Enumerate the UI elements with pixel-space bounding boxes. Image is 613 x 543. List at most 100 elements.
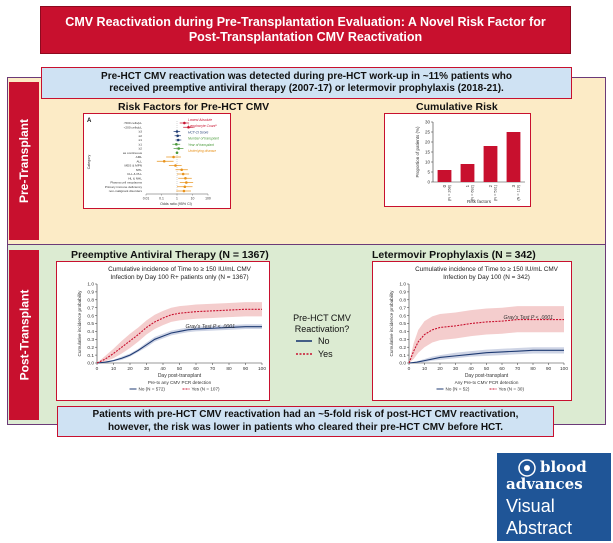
- bar-category-label: 2: [488, 184, 493, 187]
- cumulative-risk-heading: Cumulative Risk: [416, 101, 498, 113]
- curve-x-tick-label: 10: [111, 366, 117, 372]
- curve-y-tick-label: 0.7: [87, 305, 94, 311]
- curve-x-tick-label: 20: [127, 366, 133, 372]
- forest-row-label: HL & NHL: [128, 176, 142, 180]
- preemptive-incidence-chart: Cumulative incidence of Time to ≥ 150 IU…: [77, 266, 266, 392]
- bar-y-tick-label: 10: [425, 160, 431, 165]
- bar-2: [483, 146, 498, 182]
- legend-yes: Yes: [296, 349, 333, 359]
- bottom-message-line-1: Patients with pre-HCT CMV reactivation h…: [92, 409, 519, 420]
- curve-x-tick-label: 10: [422, 366, 428, 372]
- curve-footer-yes: Yes (N = 30): [499, 387, 525, 392]
- bottom-message-box: Patients with pre-HCT CMV reactivation h…: [57, 406, 554, 437]
- curve-line-yes: [96, 308, 262, 364]
- bar-category-label: 3: [511, 184, 516, 187]
- curve-y-tick-label: 0.2: [87, 345, 94, 351]
- forest-row-label: as continuous: [123, 151, 143, 155]
- forest-row-label: AML: [136, 155, 143, 159]
- curve-x-tick-label: 30: [144, 366, 150, 372]
- legend-title: Pre-HCT CMV Reactivation?: [287, 313, 357, 335]
- preemptive-curve-panel: Cumulative incidence of Time to ≥ 150 IU…: [56, 261, 270, 401]
- curve-y-label: Cumulative incidence probability: [77, 290, 82, 357]
- curve-line-no: [96, 326, 262, 364]
- logo-advances-text: advances: [506, 475, 583, 493]
- curve-x-label: Day post-transplant: [158, 373, 202, 379]
- bar-1: [460, 164, 475, 182]
- forest-row-label: ≥3: [139, 130, 143, 134]
- logo-blood-text: blood: [540, 458, 587, 476]
- curve-line-no: [408, 349, 564, 364]
- curve-y-tick-label: 0.0: [87, 361, 94, 367]
- forest-point: [181, 172, 185, 176]
- curve-footer-title: Pre-tx any CMV PCR detection: [148, 380, 212, 385]
- ci-band-no: [97, 324, 262, 363]
- legend-no-line: [296, 340, 312, 342]
- curve-x-tick-label: 90: [243, 366, 249, 372]
- forest-row-label: ≥2: [139, 134, 143, 138]
- curve-x-tick-label: 70: [210, 366, 216, 372]
- forest-point: [172, 155, 175, 159]
- forest-point: [177, 147, 181, 150]
- bar-count-label: (N = 531): [494, 184, 498, 201]
- preemptive-heading: Preemptive Antiviral Therapy (N = 1367): [71, 249, 269, 261]
- forest-point: [162, 159, 166, 163]
- pre-transplant-label: Pre-Transplant: [9, 82, 39, 240]
- curve-title: Cumulative incidence of Time to ≥ 150 IU…: [415, 266, 559, 273]
- forest-row-label: CLL & PLL: [127, 172, 142, 176]
- forest-x-tick-label: 100: [205, 197, 211, 201]
- legend-no-label: No: [318, 336, 330, 346]
- letermovir-heading: Letermovir Prophylaxis (N = 342): [372, 249, 536, 261]
- forest-legend-item: Year of transplant: [188, 143, 215, 147]
- curve-title: Cumulative incidence of Time to ≥ 150 IU…: [108, 266, 252, 273]
- curve-y-tick-label: 0.4: [399, 329, 406, 335]
- forest-x-tick-label: 0.1: [159, 197, 164, 201]
- bar-y-tick-label: 5: [427, 170, 430, 175]
- blood-drop-icon: [518, 459, 536, 477]
- curve-y-tick-label: 0.2: [399, 345, 406, 351]
- curve-y-tick-label: 0.3: [87, 337, 94, 343]
- curve-subtitle: Infection by Day 100 R+ patients only (N…: [110, 274, 248, 281]
- curve-y-tick-label: 0.9: [87, 290, 94, 296]
- curve-subtitle: Infection by Day 100 (N = 342): [443, 274, 530, 281]
- curve-y-tick-label: 0.7: [399, 305, 406, 311]
- legend-yes-line: [296, 353, 312, 355]
- forest-row-label: non-malignant disorders: [109, 189, 143, 193]
- curve-x-tick-label: 70: [515, 366, 521, 372]
- risk-factors-heading: Risk Factors for Pre-HCT CMV: [118, 101, 270, 113]
- curve-y-tick-label: 0.9: [399, 290, 406, 296]
- curve-y-tick-label: 0.8: [399, 298, 406, 304]
- forest-row-label: ALL: [136, 159, 142, 163]
- curve-y-tick-label: 0.4: [87, 329, 94, 335]
- forest-point: [175, 130, 179, 133]
- legend-title-line-1: Pre-HCT CMV: [293, 313, 351, 323]
- forest-x-tick-label: 0.01: [143, 197, 150, 201]
- forest-x-tick-label: 1: [176, 197, 178, 201]
- curve-y-tick-label: 1.0: [87, 282, 94, 288]
- bar-3: [506, 132, 521, 182]
- curve-y-tick-label: 0.6: [87, 313, 94, 319]
- curve-y-tick-label: 0.1: [87, 353, 94, 359]
- forest-row-label: ≥1: [139, 142, 143, 146]
- forest-row-label: Plasma cell neoplasms: [110, 181, 142, 185]
- curve-x-tick-label: 0: [408, 366, 411, 372]
- curve-footer-no: No (N = 52): [446, 387, 470, 392]
- curve-y-tick-label: 1.0: [399, 282, 406, 288]
- curve-y-tick-label: 0.5: [399, 321, 406, 327]
- letermovir-incidence-chart: Cumulative incidence of Time to ≥ 150 IU…: [389, 266, 568, 392]
- bar-count-label: (N = 119): [517, 184, 521, 200]
- bar-0: [437, 170, 452, 182]
- curve-x-tick-label: 40: [468, 366, 474, 372]
- post-transplant-text: Post-Transplant: [17, 289, 31, 381]
- forest-point: [180, 168, 183, 172]
- forest-point: [175, 151, 179, 155]
- forest-panel-letter: A: [87, 118, 92, 124]
- forest-point: [184, 176, 187, 180]
- forest-point: [174, 164, 177, 167]
- blood-advances-logo: [497, 453, 611, 541]
- bar-x-label: Risk factors: [467, 199, 492, 204]
- bar-y-tick-label: 30: [425, 120, 431, 125]
- curve-x-tick-label: 80: [226, 366, 232, 372]
- forest-legend-item: Lowest Absolute: [188, 118, 212, 122]
- curve-x-tick-label: 90: [546, 366, 552, 372]
- curve-footer-no: No (N = 572): [139, 387, 166, 392]
